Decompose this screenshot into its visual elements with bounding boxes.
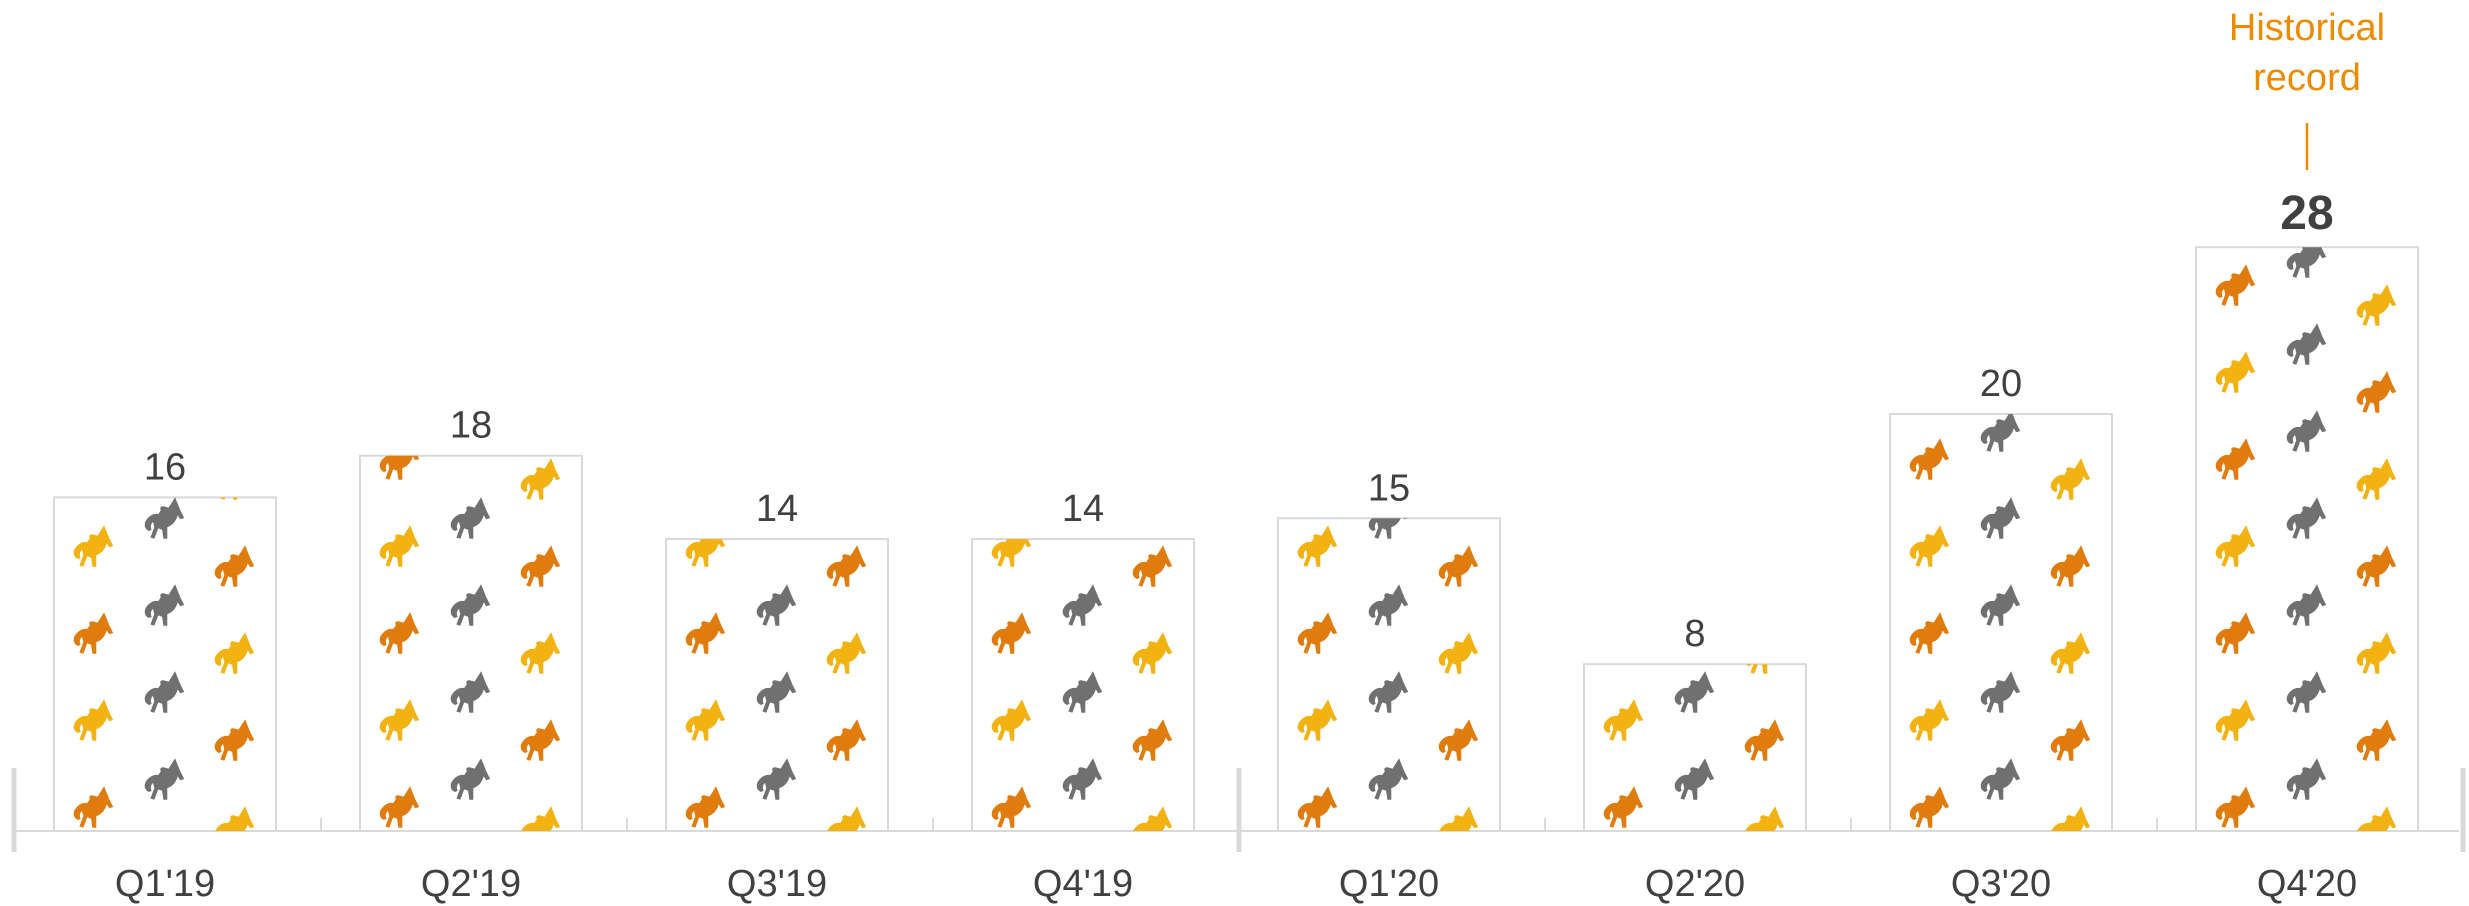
category-label: Q1'19	[115, 863, 215, 905]
category-label: Q3'19	[727, 863, 827, 905]
annotation-label: Historical record	[2229, 7, 2385, 99]
value-label: 18	[450, 405, 492, 447]
bar-q419	[971, 538, 1195, 832]
bar-q320	[1889, 371, 2113, 832]
labels: 16 Q1'19 18 Q2'19 14 Q3'19 14 Q4'19 15 Q1'20 8 Q2'2…	[115, 7, 2385, 905]
bar-q219	[359, 454, 583, 832]
unicorn-icon	[214, 497, 255, 500]
category-label: Q2'20	[1645, 863, 1745, 905]
bar-q120	[1277, 517, 1501, 832]
bars	[53, 197, 2419, 833]
bar-q319	[665, 538, 889, 832]
value-label: 15	[1368, 467, 1410, 509]
category-label: Q4'20	[2257, 863, 2357, 905]
unicorn-icon	[2051, 371, 2090, 413]
value-label: 16	[144, 446, 186, 488]
category-label: Q4'19	[1033, 863, 1133, 905]
bar-q119	[53, 496, 277, 832]
value-label: 28	[2280, 187, 2333, 240]
category-label: Q1'20	[1339, 863, 1439, 905]
value-label: 14	[1062, 488, 1104, 530]
category-label: Q3'20	[1951, 863, 2051, 905]
unicorn-icon	[2357, 197, 2396, 239]
value-label: 8	[1684, 613, 1705, 655]
value-label: 14	[756, 488, 798, 530]
value-label: 20	[1980, 363, 2022, 405]
category-label: Q2'19	[421, 863, 521, 905]
bar-q220	[1583, 663, 1807, 833]
bar-q420	[2195, 197, 2419, 832]
